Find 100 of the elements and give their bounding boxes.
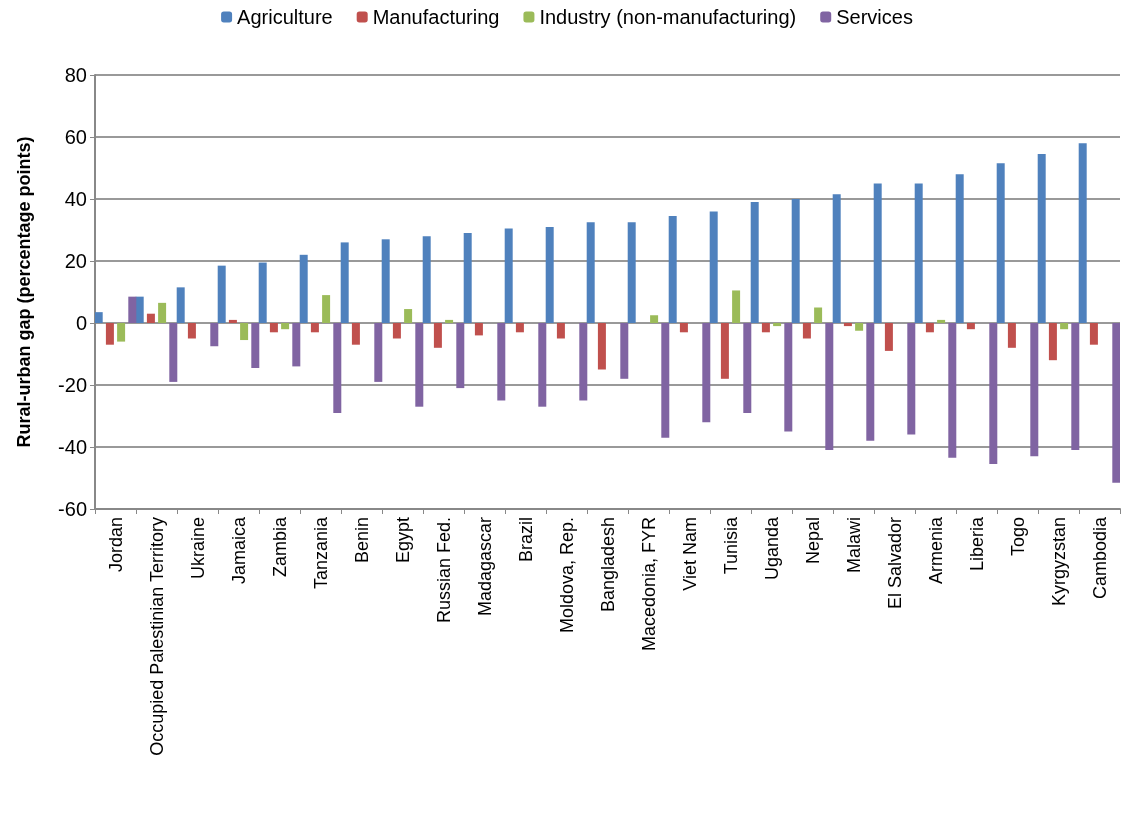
y-axis-title: Rural-urban gap (percentage points) [14, 136, 34, 448]
x-tick-label: Kyrgyzstan [1048, 517, 1069, 607]
bar [679, 323, 688, 333]
bar [128, 296, 137, 323]
x-tick-label: Bangladesh [597, 517, 618, 613]
bar [105, 323, 114, 345]
bar [996, 163, 1005, 323]
bar [873, 183, 882, 323]
x-tick-label: Madagascar [474, 517, 495, 617]
bar [340, 242, 349, 323]
bar [802, 323, 811, 339]
bar [269, 323, 278, 333]
x-tick-label: Egypt [392, 517, 413, 564]
bar [258, 262, 267, 323]
bar [620, 323, 629, 379]
bar [433, 323, 442, 348]
bar [907, 323, 916, 435]
bar [732, 290, 741, 323]
y-tick-label: -40 [58, 436, 87, 458]
bar [515, 323, 524, 333]
bar [169, 323, 178, 382]
x-tick-label: Cambodia [1089, 516, 1110, 600]
bar [217, 265, 226, 323]
bar [948, 323, 957, 458]
bar [627, 222, 636, 323]
bar [146, 313, 155, 323]
bar [545, 226, 554, 323]
bar [351, 323, 360, 345]
x-tick-label: Malawi [843, 517, 864, 574]
bar [832, 194, 841, 323]
bar [937, 319, 946, 323]
y-tick-label: 60 [64, 126, 87, 148]
x-tick-label: Togo [1007, 517, 1028, 557]
x-tick-label: Zambia [269, 516, 290, 578]
bar [497, 323, 506, 401]
bar [709, 211, 718, 323]
bar [381, 239, 390, 323]
bar [210, 323, 219, 347]
bar [333, 323, 342, 413]
bar [773, 323, 782, 327]
bar [843, 323, 852, 327]
bar [1112, 323, 1120, 483]
bar [187, 323, 196, 339]
bar [504, 228, 513, 323]
x-tick-label: Nepal [802, 517, 823, 565]
bar [463, 233, 472, 323]
bar [158, 302, 167, 323]
x-tick-label: Ukraine [187, 517, 208, 580]
x-tick-label: Viet Nam [679, 517, 700, 591]
bar [240, 323, 249, 341]
bar [884, 323, 893, 351]
bar [661, 323, 670, 438]
bar [251, 323, 260, 368]
bar [1089, 323, 1098, 345]
y-tick-label: 80 [64, 64, 87, 86]
bar [415, 323, 424, 407]
bar [814, 307, 823, 323]
bar [743, 323, 752, 413]
bar [556, 323, 565, 339]
legend-label: Agriculture [237, 6, 333, 28]
bar [720, 323, 729, 379]
bar [1030, 323, 1039, 457]
bar [1078, 143, 1087, 323]
x-tick-label: Liberia [966, 516, 987, 572]
bar [292, 323, 301, 367]
bar [955, 174, 964, 323]
bar [1048, 323, 1057, 361]
legend-label: Manufacturing [372, 6, 500, 28]
bar [989, 323, 998, 465]
bar [281, 323, 290, 330]
x-tick-label: Jamaica [228, 516, 249, 585]
bar [404, 309, 413, 323]
x-tick-label: Benin [351, 517, 372, 564]
bar [95, 312, 103, 323]
bar [422, 236, 431, 323]
x-tick-label: Brazil [515, 517, 536, 563]
x-tick-label: Tunisia [720, 516, 741, 575]
bar [597, 323, 606, 370]
bar [702, 323, 711, 423]
bar [322, 295, 331, 323]
y-tick-label: 0 [75, 312, 87, 334]
x-tick-label: Macedonia, FYR [638, 517, 659, 652]
bar [445, 319, 454, 323]
bar [966, 323, 975, 330]
bar [1060, 323, 1069, 330]
bar [117, 323, 126, 342]
bar [374, 323, 383, 382]
bar [456, 323, 465, 389]
x-tick-label: Russian Fed. [433, 517, 454, 624]
bar [825, 323, 834, 451]
bar [228, 319, 237, 323]
x-tick-label: Moldova, Rep. [556, 517, 577, 634]
bar [392, 323, 401, 339]
bar [299, 254, 308, 323]
bar [1037, 154, 1046, 323]
legend-label: Industry (non-manufacturing) [539, 6, 797, 28]
bar [1071, 323, 1080, 451]
bar [761, 323, 770, 333]
x-tick-label: El Salvador [884, 517, 905, 610]
bar [474, 323, 483, 336]
